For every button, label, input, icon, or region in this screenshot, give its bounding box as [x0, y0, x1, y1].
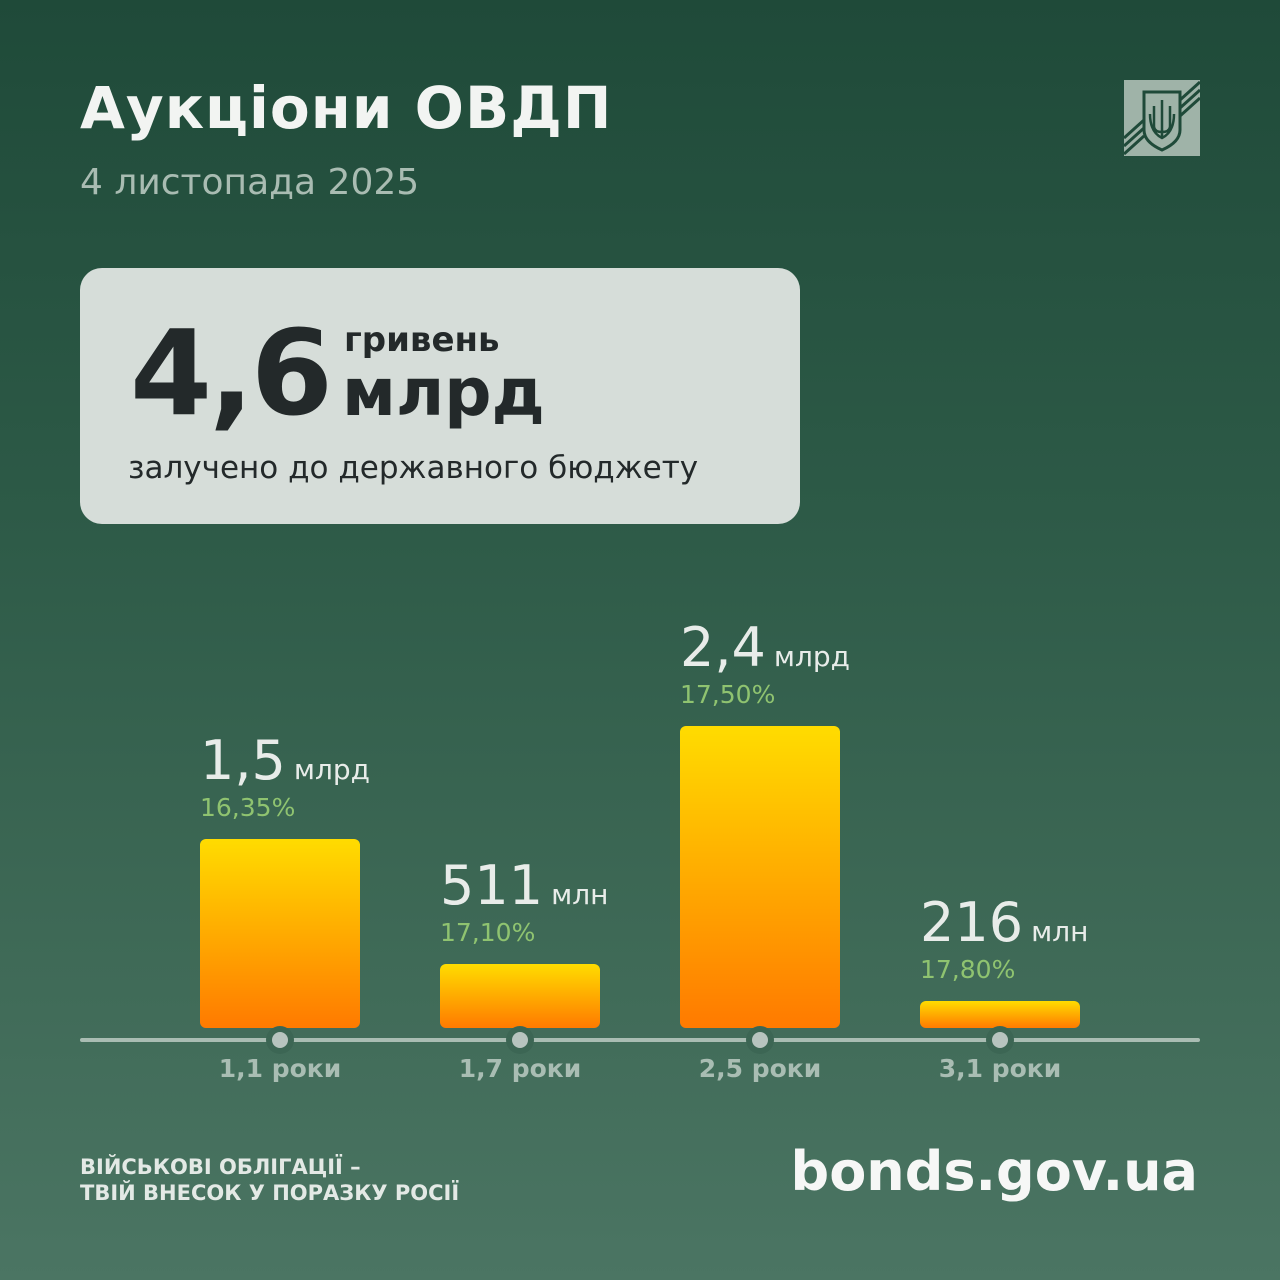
bar-3: [680, 725, 840, 1028]
trident-icon: [1122, 80, 1202, 156]
value-number: 1,5: [200, 729, 286, 792]
summary-currency: гривень: [344, 320, 500, 360]
tick-label: 1,7 роки: [458, 1054, 582, 1083]
value-number: 216: [920, 890, 1024, 954]
value-unit: млн: [1031, 914, 1089, 948]
bar-2: [440, 963, 600, 1028]
value-label: 1,5 млрд: [200, 729, 370, 792]
x-axis: [80, 1038, 1200, 1042]
bar-1: [200, 839, 360, 1028]
value-unit: млрд: [773, 639, 851, 673]
rate-label: 17,80%: [920, 954, 1016, 984]
slogan: ВІЙСЬКОВІ ОБЛІГАЦІЇ – ТВІЙ ВНЕСОК У ПОРА…: [80, 1154, 459, 1206]
bar-4: [920, 1000, 1080, 1028]
slogan-line-2: ТВІЙ ВНЕСОК У ПОРАЗКУ РОСІЇ: [80, 1181, 460, 1205]
axis-dot: [752, 1032, 768, 1048]
value-label: 2,4 млрд: [680, 616, 850, 679]
tick-label: 2,5 роки: [698, 1054, 822, 1083]
date: 4 листопада 2025: [80, 162, 420, 203]
value-label: 216 млн: [920, 891, 1088, 954]
value-unit: млн: [551, 877, 609, 911]
summary-value: 4,6: [130, 304, 333, 442]
axis-dot: [512, 1032, 528, 1048]
axis-dot: [272, 1032, 288, 1048]
value-number: 511: [440, 853, 544, 917]
value-unit: млрд: [293, 753, 371, 786]
website-link[interactable]: bonds.gov.ua: [790, 1140, 1198, 1203]
rate-label: 17,10%: [440, 917, 536, 947]
rate-label: 17,50%: [680, 679, 776, 709]
page-title: Аукціони ОВДП: [80, 74, 613, 142]
tick-label: 3,1 роки: [938, 1054, 1062, 1083]
tick-label: 1,1 роки: [218, 1054, 342, 1083]
summary-card: 4,6 гривень млрд залучено до державного …: [80, 268, 800, 524]
value-number: 2,4: [680, 615, 766, 679]
rate-label: 16,35%: [200, 793, 296, 822]
value-label: 511 млн: [440, 854, 608, 917]
axis-dot: [992, 1032, 1008, 1048]
summary-description: залучено до державного бюджету: [128, 450, 699, 486]
slogan-line-1: ВІЙСЬКОВІ ОБЛІГАЦІЇ –: [80, 1155, 361, 1179]
summary-unit: млрд: [342, 354, 545, 431]
